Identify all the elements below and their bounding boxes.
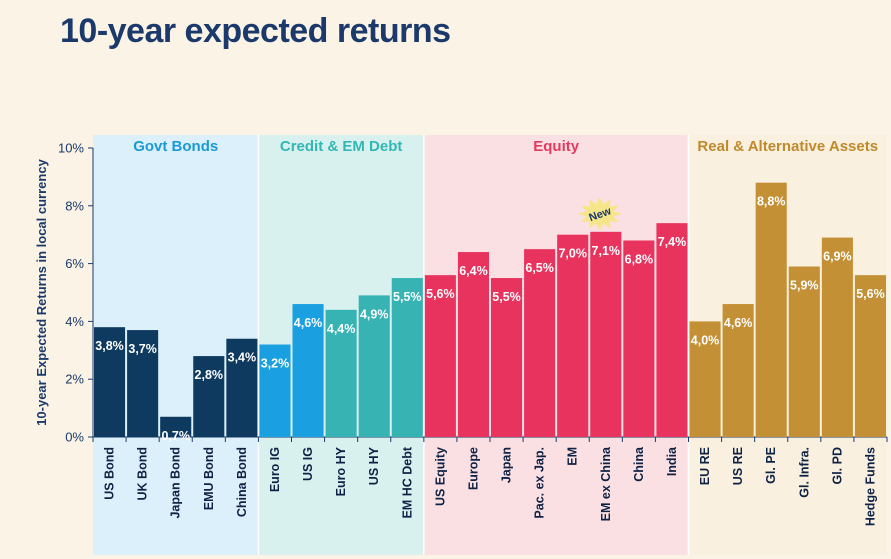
value-label: 5,6% bbox=[856, 287, 885, 301]
bar bbox=[160, 416, 192, 437]
category-label: Europe bbox=[466, 447, 480, 490]
new-badge-burst bbox=[577, 197, 622, 231]
y-tick-label: 4% bbox=[65, 314, 84, 329]
value-label: 4,4% bbox=[327, 322, 356, 336]
bar bbox=[424, 275, 456, 437]
value-label: 6,5% bbox=[525, 261, 554, 275]
y-axis-title: 10-year Expected Returns in local curren… bbox=[34, 158, 49, 425]
group-label: Credit & EM Debt bbox=[280, 138, 403, 155]
value-label: 5,5% bbox=[492, 290, 521, 304]
value-label: 6,4% bbox=[459, 264, 488, 278]
bar bbox=[325, 309, 357, 437]
y-tick-label: 6% bbox=[65, 256, 84, 271]
category-label: EM ex China bbox=[599, 446, 613, 521]
bar bbox=[590, 231, 622, 437]
bar bbox=[292, 304, 324, 437]
bar bbox=[623, 240, 655, 437]
bar bbox=[557, 234, 589, 437]
value-label: 2,8% bbox=[195, 368, 224, 382]
bar bbox=[722, 304, 754, 437]
value-label: 6,9% bbox=[823, 250, 852, 264]
category-label: EM bbox=[566, 447, 580, 466]
category-label: India bbox=[665, 446, 679, 476]
bar bbox=[788, 266, 820, 437]
value-label: 7,0% bbox=[558, 247, 587, 261]
category-label: Hedge Funds bbox=[863, 447, 877, 526]
category-label: US HY bbox=[367, 446, 381, 485]
category-label: Japan Bond bbox=[169, 447, 183, 519]
category-label: Gl. Infra. bbox=[797, 447, 811, 498]
category-label: Gl. PD bbox=[830, 447, 844, 485]
value-label: 4,6% bbox=[724, 316, 753, 330]
value-label: 0,7% bbox=[161, 429, 190, 443]
category-label: China Bond bbox=[235, 447, 249, 517]
bar bbox=[656, 223, 688, 437]
bar bbox=[358, 295, 390, 437]
category-label: Euro IG bbox=[268, 447, 282, 492]
value-label: 5,9% bbox=[790, 278, 819, 292]
bar bbox=[94, 327, 126, 437]
value-label: 4,6% bbox=[294, 316, 323, 330]
page-title: 10-year expected returns bbox=[60, 12, 451, 50]
category-label: Japan bbox=[500, 447, 514, 483]
category-label: EU RE bbox=[698, 447, 712, 485]
bar bbox=[524, 249, 556, 437]
value-label: 3,7% bbox=[128, 342, 157, 356]
bar bbox=[854, 275, 886, 437]
value-label: 7,4% bbox=[658, 235, 687, 249]
value-label: 3,4% bbox=[228, 351, 257, 365]
value-label: 7,1% bbox=[592, 244, 621, 258]
group-label: Govt Bonds bbox=[133, 138, 218, 155]
category-label: EMU Bond bbox=[202, 447, 216, 510]
value-label: 4,0% bbox=[691, 333, 720, 347]
group-label: Equity bbox=[533, 138, 579, 155]
bar bbox=[491, 278, 523, 437]
value-label: 5,5% bbox=[393, 290, 422, 304]
value-label: 3,2% bbox=[261, 357, 290, 371]
bar bbox=[689, 321, 721, 437]
bar bbox=[127, 330, 159, 437]
y-tick-label: 0% bbox=[65, 430, 84, 445]
value-label: 6,8% bbox=[625, 252, 654, 266]
category-label: China bbox=[632, 446, 646, 482]
bar bbox=[193, 356, 225, 437]
group-background bbox=[688, 135, 887, 555]
category-label: EM HC Debt bbox=[400, 446, 414, 518]
category-label: Gl. PE bbox=[764, 447, 778, 484]
bar bbox=[755, 182, 787, 437]
category-label: US Equity bbox=[433, 447, 447, 506]
value-label: 3,8% bbox=[95, 339, 124, 353]
bar bbox=[259, 344, 291, 437]
group-label: Real & Alternative Assets bbox=[697, 138, 878, 155]
category-label: US RE bbox=[731, 447, 745, 485]
bar bbox=[391, 278, 423, 437]
bar bbox=[226, 338, 258, 437]
category-label: Euro HY bbox=[334, 446, 348, 496]
value-label: 5,6% bbox=[426, 287, 455, 301]
category-label: UK Bond bbox=[136, 447, 150, 500]
y-tick-label: 10% bbox=[58, 141, 84, 156]
y-tick-label: 2% bbox=[65, 372, 84, 387]
value-label: 4,9% bbox=[360, 307, 389, 321]
bar bbox=[821, 237, 853, 437]
value-label: 8,8% bbox=[757, 195, 786, 209]
bar bbox=[457, 252, 489, 437]
category-label: US IG bbox=[301, 447, 315, 481]
category-label: US Bond bbox=[103, 447, 117, 500]
category-label: Pac. ex Jap. bbox=[533, 447, 547, 519]
y-tick-label: 8% bbox=[65, 198, 84, 213]
